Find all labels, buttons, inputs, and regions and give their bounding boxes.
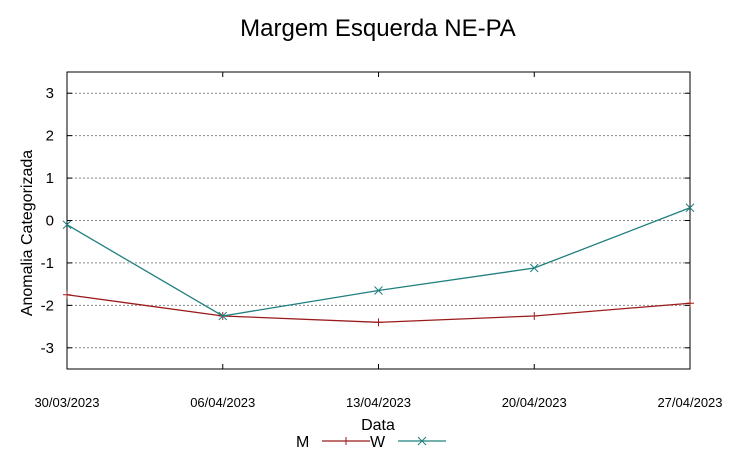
x-tick-label: 13/04/2023 [346, 395, 411, 410]
y-tick-label: -1 [41, 255, 54, 272]
y-tick-label: 0 [46, 213, 54, 230]
y-tick-label: 1 [46, 170, 54, 187]
x-tick-label: 06/04/2023 [190, 395, 255, 410]
y-tick-label: -2 [41, 297, 54, 314]
data-point-M [686, 299, 694, 308]
x-tick-label: 30/03/2023 [34, 395, 99, 410]
data-point-W [374, 286, 383, 295]
x-tick-label: 20/04/2023 [502, 395, 567, 410]
legend-label-M: M [296, 434, 309, 451]
y-tick-label: 3 [46, 85, 54, 102]
x-axis: 30/03/2023 06/04/2023 13/04/2023 20/04/2023… [34, 72, 723, 410]
data-point-M [530, 311, 539, 320]
legend-label-W: W [370, 434, 386, 451]
grid-lines [67, 92, 690, 349]
data-point-M [374, 318, 383, 327]
data-point-W [218, 311, 228, 321]
series-line-W [66, 207, 691, 317]
series-group [62, 203, 695, 327]
series-line-M [66, 294, 691, 323]
x-tick-label: 27/04/2023 [657, 395, 722, 410]
data-point-W [62, 220, 72, 230]
y-axis: 3 2 1 0 -1 -2 -3 [41, 85, 690, 357]
data-point-M [63, 290, 71, 299]
data-point-W [685, 203, 695, 213]
y-axis-label: Anomalia Categorizada [19, 150, 36, 316]
legend-marker-M [342, 437, 350, 445]
legend-marker-W [417, 436, 427, 446]
x-axis-label: Data [361, 417, 395, 434]
y-tick-label: 2 [46, 128, 54, 145]
y-tick-label: -3 [41, 340, 54, 357]
data-point-W [529, 263, 539, 273]
chart-title: Margem Esquerda NE-PA [240, 15, 516, 42]
